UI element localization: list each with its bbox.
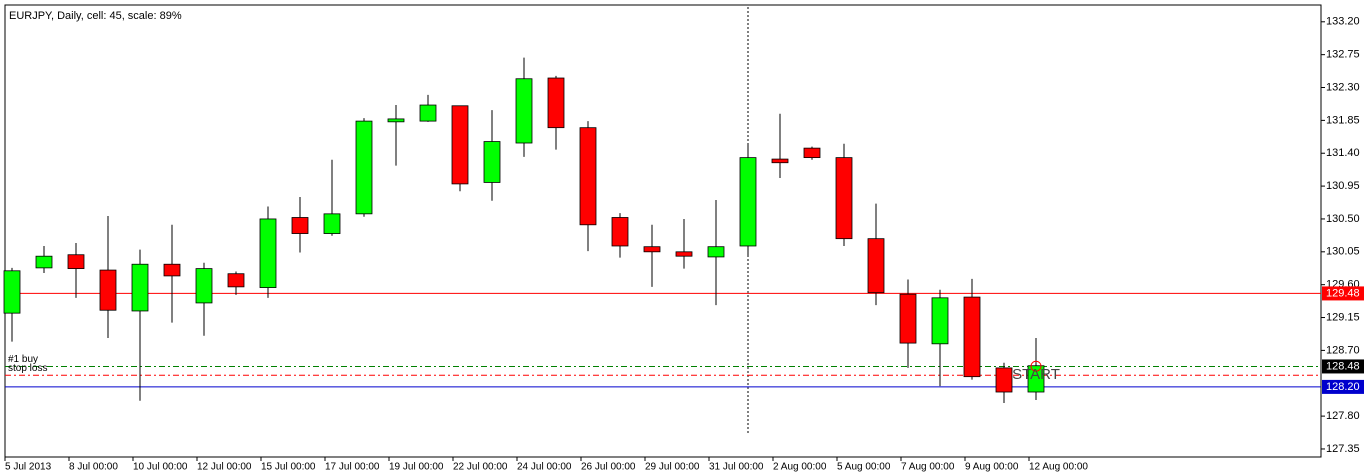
level-label: 128.48: [1326, 360, 1360, 372]
level-label: 128.20: [1326, 381, 1360, 393]
candle-body: [515, 78, 533, 144]
candle-body: [803, 147, 821, 159]
candle-body: [707, 246, 725, 258]
candle-body: [547, 77, 565, 129]
candle-body: [1027, 365, 1045, 393]
level-label: 129.48: [1326, 287, 1360, 299]
x-tick-label: 17 Jul 00:00: [325, 462, 380, 473]
x-tick-label: 9 Aug 00:00: [965, 462, 1019, 473]
x-tick-label: 5 Aug 00:00: [837, 462, 891, 473]
candle-body: [579, 127, 597, 226]
candle-body: [195, 268, 213, 304]
candle-body: [131, 263, 149, 312]
candle-body: [355, 120, 373, 215]
x-tick-label: 5 Jul 2013: [5, 462, 52, 473]
candle-body: [227, 273, 245, 288]
y-tick-label: 132.30: [1326, 81, 1360, 93]
x-tick-label: 8 Jul 00:00: [69, 462, 118, 473]
candle-body: [483, 141, 501, 183]
candle-body: [323, 213, 341, 234]
candle-body: [867, 238, 885, 294]
y-tick-label: 130.05: [1326, 246, 1360, 258]
x-tick-label: 24 Jul 00:00: [517, 462, 572, 473]
level-label-box: [1322, 379, 1364, 394]
y-tick-label: 132.75: [1326, 49, 1360, 61]
level-text: stop loss: [8, 363, 47, 374]
level-label-box: [1322, 286, 1364, 301]
y-tick-label: 133.20: [1326, 16, 1360, 28]
y-tick-label: 127.80: [1326, 410, 1360, 422]
x-tick-label: 19 Jul 00:00: [389, 462, 444, 473]
x-tick-label: 10 Jul 00:00: [133, 462, 188, 473]
candle-body: [899, 293, 917, 344]
y-tick-label: 127.35: [1326, 443, 1360, 455]
x-tick-label: 2 Aug 00:00: [773, 462, 827, 473]
candle-body: [995, 367, 1013, 393]
x-tick-label: 12 Jul 00:00: [197, 462, 252, 473]
candle-body: [675, 251, 693, 257]
x-tick-label: 22 Jul 00:00: [453, 462, 508, 473]
candle-body: [3, 270, 21, 314]
candle-body: [419, 104, 437, 122]
level-text: #1 buy: [8, 354, 38, 365]
plot-frame: [4, 4, 1322, 458]
candle-body: [35, 255, 53, 269]
x-tick-label: 12 Aug 00:00: [1029, 462, 1088, 473]
candle-body: [67, 254, 85, 270]
candle-body: [963, 296, 981, 378]
y-tick-label: 131.40: [1326, 147, 1360, 159]
candle-body: [643, 246, 661, 253]
x-tick-label: 7 Aug 00:00: [901, 462, 955, 473]
candle-body: [771, 158, 789, 164]
candle-body: [835, 157, 853, 240]
candle-body: [739, 157, 757, 247]
y-tick-label: 128.70: [1326, 344, 1360, 356]
candle-body: [99, 269, 117, 311]
y-tick-label: 131.85: [1326, 114, 1360, 126]
level-label-box: [1322, 359, 1364, 374]
y-tick-label: 130.50: [1326, 213, 1360, 225]
x-tick-label: 26 Jul 00:00: [581, 462, 636, 473]
x-tick-label: 29 Jul 00:00: [645, 462, 700, 473]
candle-body: [387, 118, 405, 123]
candle-body: [291, 217, 309, 234]
y-tick-label: 129.15: [1326, 311, 1360, 323]
x-tick-label: 15 Jul 00:00: [261, 462, 316, 473]
annotation-text: START: [1012, 366, 1060, 383]
x-tick-label: 31 Jul 00:00: [709, 462, 764, 473]
y-tick-label: 130.95: [1326, 180, 1360, 192]
chart-title: EURJPY, Daily, cell: 45, scale: 89%: [9, 10, 182, 22]
candle-body: [259, 218, 277, 288]
candle-body: [451, 105, 469, 185]
candle-body: [931, 297, 949, 345]
candle-body: [611, 217, 629, 247]
annotation-marker: [1030, 360, 1042, 372]
candle-body: [163, 263, 181, 277]
